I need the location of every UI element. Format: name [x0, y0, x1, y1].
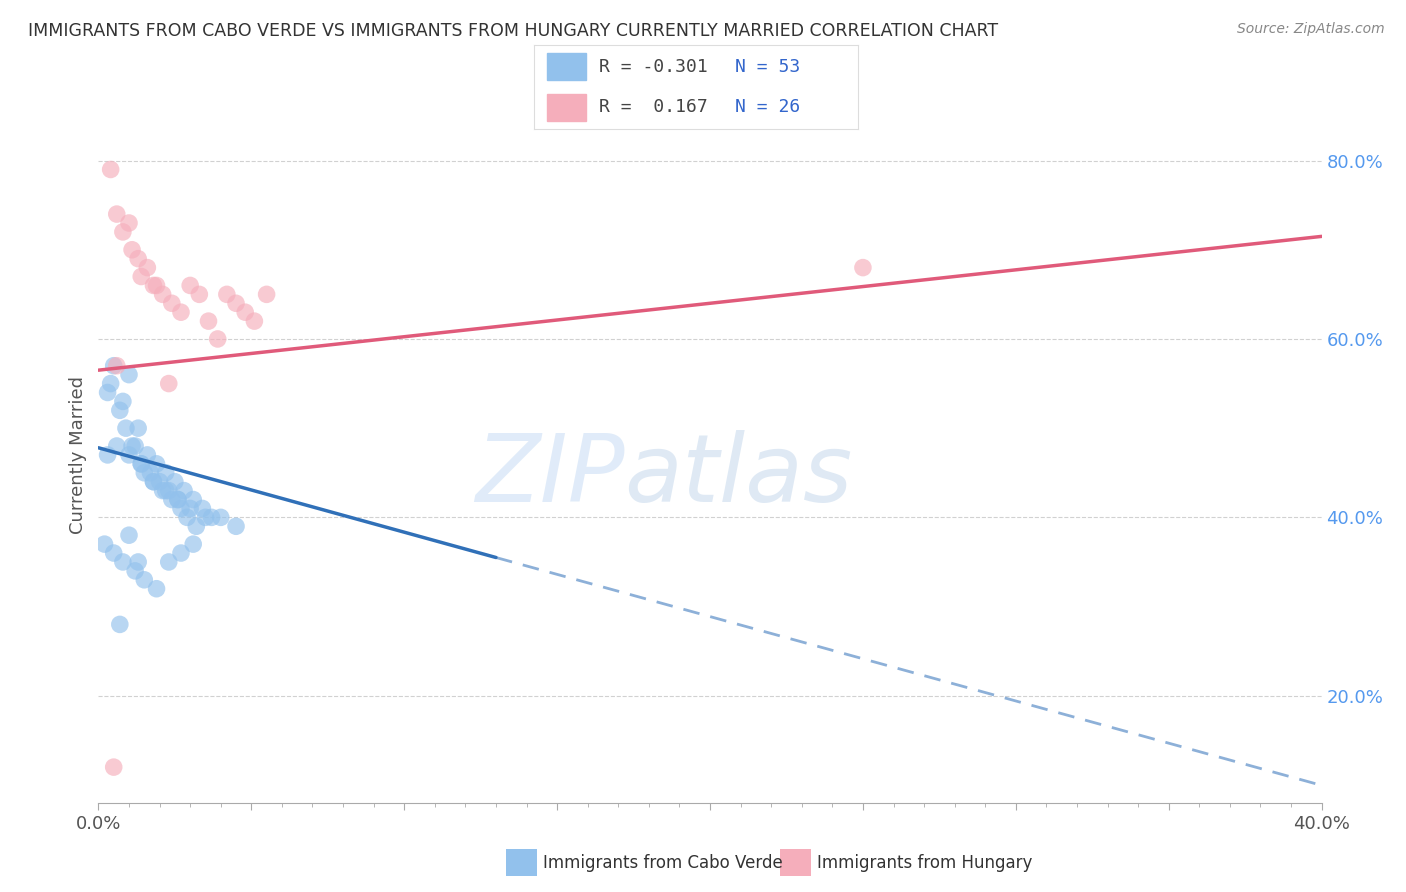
Point — [243, 314, 266, 328]
Point — [142, 475, 165, 489]
Point — [134, 573, 156, 587]
Point — [127, 555, 149, 569]
Point — [124, 439, 146, 453]
Point — [167, 492, 190, 507]
Point — [105, 359, 128, 373]
Point — [179, 278, 201, 293]
Point — [108, 403, 131, 417]
Point — [256, 287, 278, 301]
Text: R = -0.301: R = -0.301 — [599, 58, 707, 76]
Point — [225, 519, 247, 533]
Point — [852, 260, 875, 275]
Point — [118, 368, 141, 382]
Point — [127, 421, 149, 435]
Point — [115, 421, 138, 435]
Text: IMMIGRANTS FROM CABO VERDE VS IMMIGRANTS FROM HUNGARY CURRENTLY MARRIED CORRELAT: IMMIGRANTS FROM CABO VERDE VS IMMIGRANTS… — [28, 22, 998, 40]
Point — [127, 252, 149, 266]
Text: Immigrants from Cabo Verde: Immigrants from Cabo Verde — [543, 854, 783, 871]
Point — [191, 501, 214, 516]
Point — [103, 546, 125, 560]
Text: N = 26: N = 26 — [735, 98, 800, 116]
Point — [186, 519, 208, 533]
Point — [118, 216, 141, 230]
Point — [100, 162, 122, 177]
Point — [111, 394, 134, 409]
Point — [157, 555, 180, 569]
Point — [152, 287, 174, 301]
Text: Immigrants from Hungary: Immigrants from Hungary — [817, 854, 1032, 871]
Point — [134, 466, 156, 480]
Point — [157, 376, 180, 391]
Text: Source: ZipAtlas.com: Source: ZipAtlas.com — [1237, 22, 1385, 37]
Point — [170, 305, 193, 319]
Point — [105, 439, 128, 453]
Point — [100, 376, 122, 391]
Point — [103, 359, 125, 373]
Point — [215, 287, 238, 301]
Point — [121, 243, 143, 257]
Point — [170, 546, 193, 560]
Point — [167, 492, 190, 507]
Point — [145, 457, 167, 471]
Point — [118, 448, 141, 462]
Point — [163, 475, 186, 489]
Point — [105, 207, 128, 221]
Point — [129, 457, 152, 471]
Point — [118, 528, 141, 542]
Point — [179, 501, 201, 516]
Point — [152, 483, 174, 498]
Point — [103, 760, 125, 774]
Text: atlas: atlas — [624, 430, 852, 521]
Y-axis label: Currently Married: Currently Married — [69, 376, 87, 534]
Point — [93, 537, 115, 551]
Point — [142, 475, 165, 489]
Point — [170, 501, 193, 516]
Point — [139, 466, 162, 480]
Point — [142, 278, 165, 293]
Point — [181, 492, 204, 507]
Point — [160, 296, 183, 310]
Point — [136, 260, 159, 275]
Bar — [547, 54, 586, 80]
Text: ZIP: ZIP — [475, 430, 624, 521]
Point — [157, 483, 180, 498]
Point — [129, 269, 152, 284]
Point — [160, 492, 183, 507]
Point — [149, 475, 172, 489]
Point — [194, 510, 217, 524]
Point — [181, 537, 204, 551]
Point — [176, 510, 198, 524]
Point — [97, 448, 120, 462]
Text: N = 53: N = 53 — [735, 58, 800, 76]
Point — [145, 278, 167, 293]
Point — [155, 466, 177, 480]
Point — [200, 510, 222, 524]
Point — [155, 483, 177, 498]
Point — [111, 555, 134, 569]
Point — [173, 483, 195, 498]
Point — [136, 448, 159, 462]
Text: R =  0.167: R = 0.167 — [599, 98, 707, 116]
Point — [124, 564, 146, 578]
Point — [108, 617, 131, 632]
Bar — [547, 94, 586, 120]
Point — [129, 457, 152, 471]
Point — [209, 510, 232, 524]
Point — [225, 296, 247, 310]
Point — [121, 439, 143, 453]
Point — [197, 314, 219, 328]
Point — [145, 582, 167, 596]
Point — [233, 305, 256, 319]
Point — [188, 287, 211, 301]
Point — [207, 332, 229, 346]
Point — [111, 225, 134, 239]
Point — [97, 385, 120, 400]
